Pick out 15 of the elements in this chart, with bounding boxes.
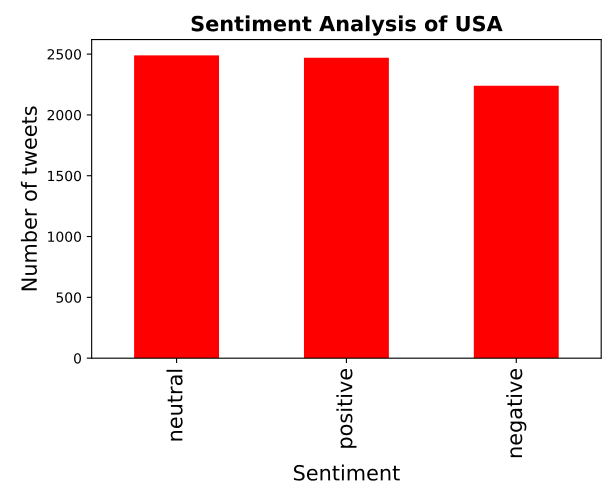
x-tick-label: negative	[506, 368, 526, 458]
y-tick-label: 2000	[48, 110, 82, 120]
bar	[304, 58, 389, 358]
chart-title: Sentiment Analysis of USA	[192, 15, 503, 36]
y-tick-label: 500	[56, 292, 82, 303]
y-tick-label: 1500	[48, 170, 82, 182]
y-tick-label: 2500	[48, 49, 82, 60]
x-tick-label: neutral	[166, 370, 183, 440]
x-axis-title: Sentiment	[294, 464, 400, 481]
y-tick-label: 1000	[48, 232, 82, 242]
bar	[474, 86, 559, 358]
x-tick-label: positive	[336, 368, 357, 448]
y-axis-title: Number of tweets	[20, 106, 37, 290]
bar	[134, 55, 220, 358]
y-tick-label: 0	[74, 353, 82, 364]
